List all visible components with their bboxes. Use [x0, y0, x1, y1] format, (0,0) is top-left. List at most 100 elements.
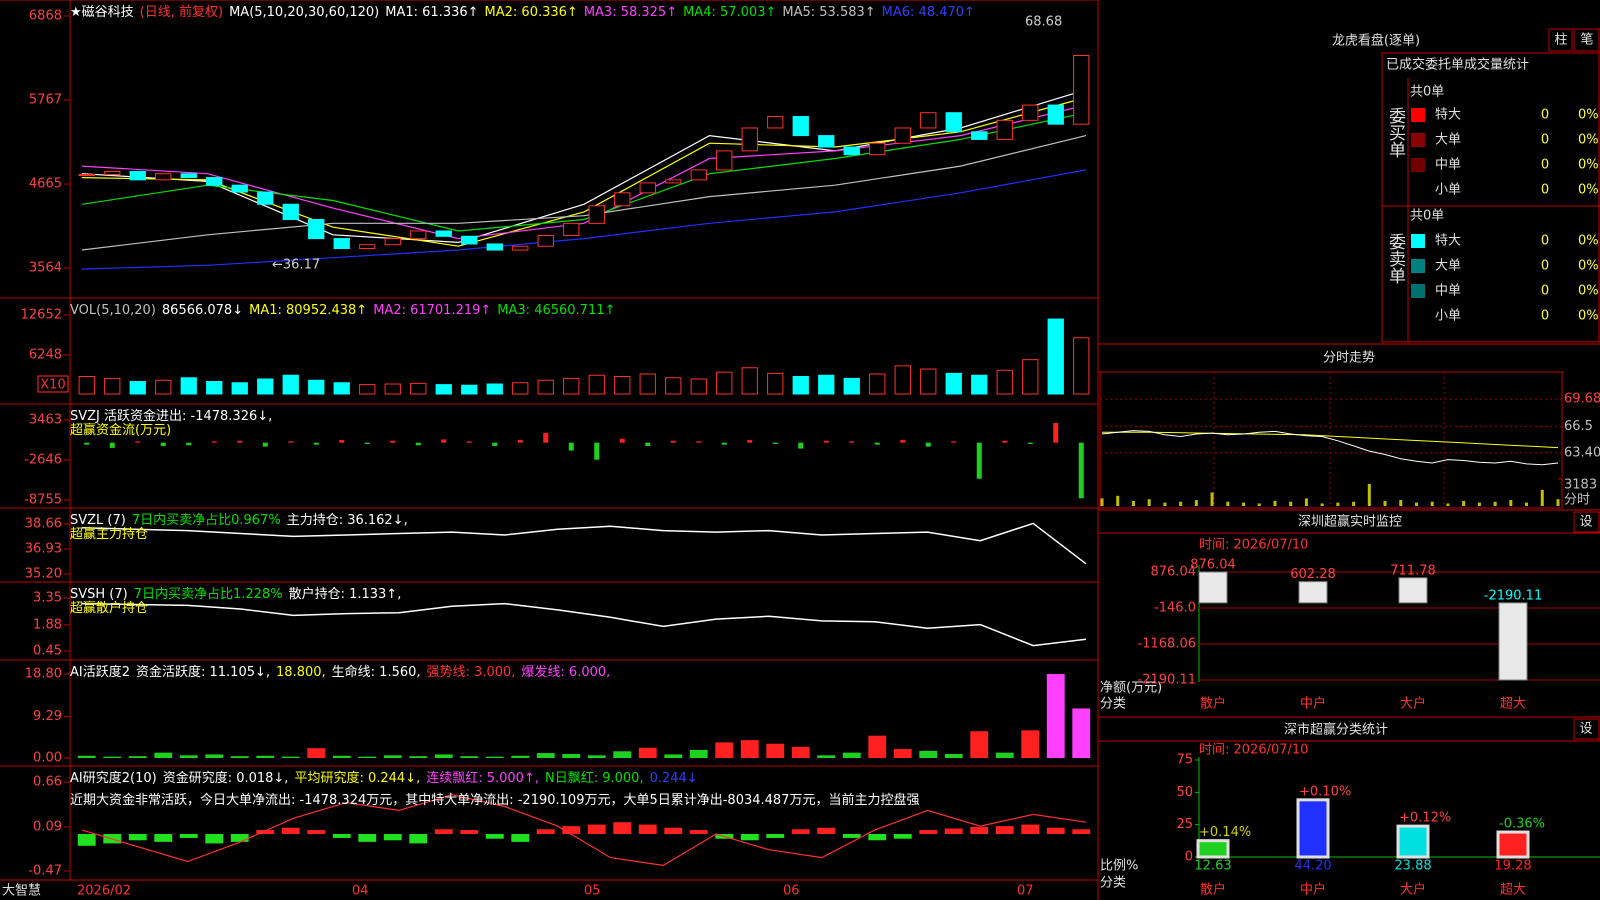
- volume-bar: [1047, 318, 1064, 395]
- candle: [767, 116, 784, 129]
- swatch: [1411, 158, 1425, 172]
- y-tick-label: 0.09: [33, 819, 62, 834]
- header-part: 0.244↓: [650, 771, 698, 786]
- y-tick-label: 18.80: [25, 667, 62, 682]
- activity-bar: [1046, 674, 1065, 758]
- y-tick-label: 0.00: [33, 751, 62, 766]
- header-part: MA6: 48.470↑: [882, 5, 975, 20]
- button[interactable]: [1573, 28, 1600, 52]
- activity-bar: [281, 756, 300, 758]
- header-part: 7日内买卖净占比1.228%: [134, 586, 283, 602]
- y-tick-label: 9.29: [33, 709, 62, 724]
- candle: [614, 192, 631, 207]
- y-tick-label: 66.5: [1564, 419, 1593, 434]
- header-part: 平均研究度: 0.244↓,: [294, 770, 420, 786]
- unit-label: X10: [40, 378, 65, 393]
- indicator-line: [81, 602, 1087, 647]
- x-tick-label: 大户: [1400, 696, 1426, 712]
- activity-bar: [587, 755, 606, 758]
- x-tick-label: 超大: [1500, 697, 1526, 712]
- research-bar: [893, 834, 912, 839]
- header-part: VOL(5,10,20): [70, 303, 156, 318]
- activity-bar: [485, 756, 504, 758]
- panel-header: SVZL (7) 7日内买卖净占比0.967% 主力持仓: 36.162↓,: [70, 512, 408, 528]
- header-part: 爆发线: 6.000,: [521, 664, 610, 680]
- panel-header: 超赢主力持仓: [70, 526, 148, 542]
- ma-line: [81, 89, 1087, 244]
- header-part: MA(5,10,20,30,60,120): [229, 5, 379, 20]
- intraday-volume: [1194, 500, 1198, 506]
- button[interactable]: [1573, 718, 1600, 740]
- ma-line: [81, 169, 1087, 270]
- activity-bar: [766, 743, 785, 758]
- panel-header: 超赢散户持仓: [70, 600, 148, 616]
- row-pct: 0%: [1578, 158, 1599, 173]
- row-name: 中单: [1435, 158, 1461, 173]
- volume-bar: [996, 369, 1013, 395]
- swatch: [1411, 284, 1425, 298]
- row-name: 小单: [1435, 183, 1461, 198]
- y-tick-label: 69.68: [1564, 392, 1600, 407]
- row-pct: 0%: [1578, 108, 1599, 123]
- intraday-volume: [1430, 501, 1434, 506]
- y-tick-label: 35.20: [25, 566, 62, 581]
- panel-header: AI研究度2(10) 资金研究度: 0.018↓, 平均研究度: 0.244↓, 连续…: [70, 770, 698, 786]
- flow-bar: [390, 440, 396, 443]
- header-part: SVSH (7): [70, 587, 128, 602]
- candle: [257, 191, 274, 205]
- candle: [716, 150, 733, 171]
- header-part: MA3: 46560.711↑: [497, 303, 615, 318]
- y-tick-label: 3.35: [33, 591, 62, 606]
- candle: [461, 235, 478, 245]
- intraday-volume: [1226, 501, 1230, 506]
- flow-bar: [262, 442, 268, 447]
- activity-bar: [893, 749, 912, 758]
- row-count: 0: [1541, 259, 1549, 274]
- candle: [1047, 104, 1064, 125]
- x-tick-label: 07: [1017, 884, 1034, 899]
- flow-bar: [696, 441, 702, 443]
- row-name: 大单: [1435, 259, 1461, 274]
- button-label: 柱: [1554, 33, 1567, 48]
- value-label: 711.78: [1390, 563, 1436, 578]
- research-bar: [256, 830, 275, 834]
- activity-bar: [1021, 730, 1040, 758]
- header-part: SVZJ 活跃资金进出: -1478.326↓,: [70, 408, 272, 424]
- header-part: 超赢散户持仓: [70, 600, 148, 616]
- candle: [512, 245, 529, 251]
- stats-bar: [1396, 824, 1430, 859]
- activity-bar: [944, 753, 963, 758]
- total: 共0单: [1410, 85, 1444, 100]
- flow-bar: [645, 442, 651, 446]
- button[interactable]: [1548, 28, 1573, 52]
- activity-bar: [664, 754, 683, 758]
- change-label: +0.14%: [1199, 825, 1251, 840]
- intraday-volume: [1540, 489, 1544, 506]
- row-pct: 0%: [1578, 309, 1599, 324]
- header-part: 主力持仓: 36.162↓,: [287, 513, 408, 528]
- header-part: MA1: 61.336↑: [385, 5, 478, 20]
- flow-bar: [364, 442, 370, 444]
- swatch: [1411, 259, 1425, 273]
- activity-bar: [103, 756, 122, 758]
- activity-bar: [179, 755, 198, 758]
- swatch: [1411, 108, 1425, 122]
- flow-bar: [339, 440, 345, 443]
- activity-bar: [205, 754, 224, 758]
- y-tick-label: 3564: [29, 261, 62, 276]
- button[interactable]: [1573, 511, 1600, 533]
- flow-bar: [747, 440, 753, 443]
- candle: [435, 230, 452, 237]
- intraday-volume: [1273, 500, 1277, 506]
- y-tick-label: -0.47: [28, 863, 62, 878]
- header-part: MA2: 61701.219↑: [373, 303, 491, 318]
- volume-bar: [792, 376, 809, 395]
- row-pct: 0%: [1578, 234, 1599, 249]
- candle: [486, 243, 503, 251]
- y-tick-label: 63.40: [1564, 445, 1600, 460]
- volume-bar: [690, 378, 707, 395]
- header-part: 86566.078↓: [162, 303, 243, 318]
- axis-label: 分类: [1100, 697, 1126, 712]
- flow-bar: [772, 442, 778, 444]
- volume-bar: [614, 376, 631, 395]
